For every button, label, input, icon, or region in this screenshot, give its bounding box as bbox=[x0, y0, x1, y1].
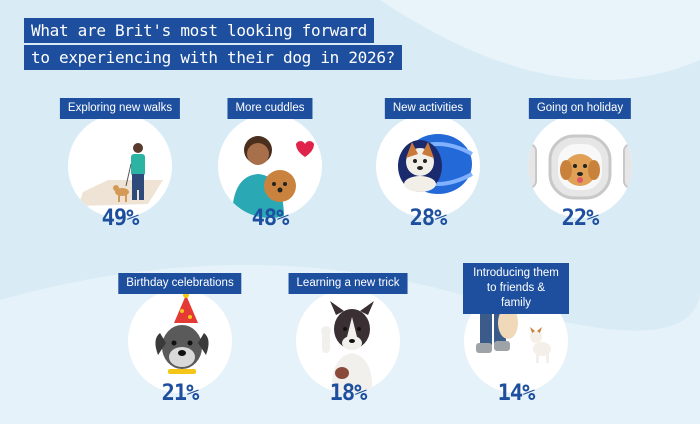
trick-dog-icon bbox=[296, 289, 400, 393]
stat-item-more-cuddles: More cuddles 48% bbox=[200, 98, 340, 231]
party-hat-dog-icon bbox=[128, 289, 232, 393]
cuddle-dog-icon bbox=[218, 114, 322, 218]
holiday-dog-icon bbox=[528, 114, 632, 218]
title-line-1: What are Brit's most looking forward bbox=[24, 18, 374, 43]
category-label: Going on holiday bbox=[528, 98, 632, 119]
percentage-value: 18% bbox=[329, 381, 368, 406]
title-line-2: to experiencing with their dog in 2026? bbox=[24, 45, 402, 70]
percentage-value: 48% bbox=[251, 206, 290, 231]
percentage-value: 14% bbox=[497, 381, 536, 406]
percentage-value: 22% bbox=[561, 206, 600, 231]
percentage-value: 28% bbox=[409, 206, 448, 231]
category-label: More cuddles bbox=[227, 98, 313, 119]
stat-item-new-activities: New activities 28% bbox=[358, 98, 498, 231]
stat-item-introducing-them: Introducing them to friends & family 14% bbox=[446, 263, 586, 408]
category-label: Birthday celebrations bbox=[118, 273, 242, 294]
stat-item-exploring-new-walks: Exploring new walks 49% bbox=[50, 98, 190, 231]
category-label: New activities bbox=[384, 98, 472, 119]
walking-dog-icon bbox=[68, 114, 172, 218]
page-title: What are Brit's most looking forward to … bbox=[24, 18, 402, 72]
percentage-value: 49% bbox=[101, 206, 140, 231]
stat-item-going-on-holiday: Going on holiday 22% bbox=[510, 98, 650, 231]
category-label: Learning a new trick bbox=[288, 273, 408, 294]
tunnel-dog-icon bbox=[376, 114, 480, 218]
stat-item-birthday-celebrations: Birthday celebrations 21% bbox=[110, 273, 250, 408]
category-label: Exploring new walks bbox=[59, 98, 181, 119]
category-label: Introducing them to friends & family bbox=[463, 263, 569, 314]
stat-item-learning-a-new-trick: Learning a new trick 18% bbox=[278, 273, 418, 408]
percentage-value: 21% bbox=[161, 381, 200, 406]
